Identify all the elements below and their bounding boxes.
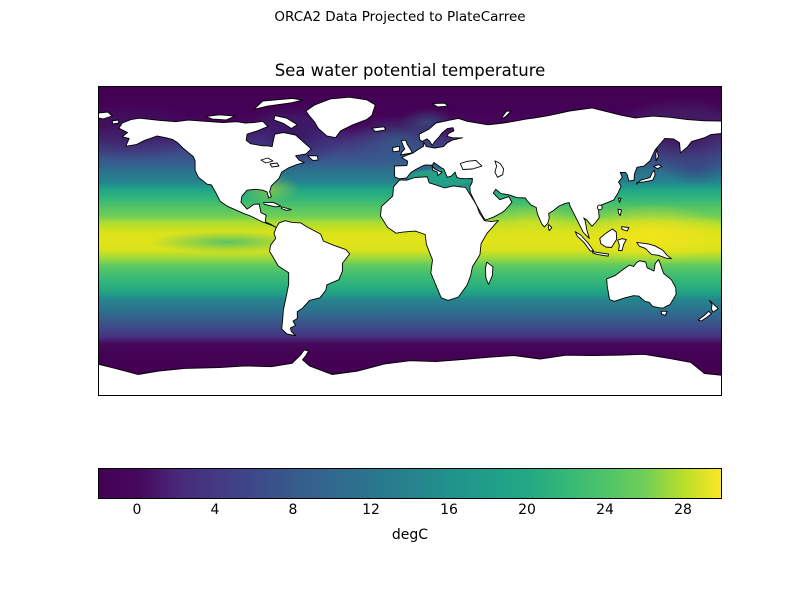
colorbar-tick: 16 — [440, 502, 458, 518]
colorbar-tick: 12 — [362, 502, 380, 518]
map-border — [98, 86, 722, 396]
colorbar-tick: 20 — [518, 502, 536, 518]
colorbar-tick: 28 — [674, 502, 692, 518]
axes-title: Sea water potential temperature — [274, 61, 546, 80]
colorbar-tick: 24 — [596, 502, 614, 518]
colorbar-label: degC — [391, 527, 429, 543]
figure-suptitle: ORCA2 Data Projected to PlateCarree — [274, 9, 526, 25]
world-map-plot — [98, 86, 722, 396]
colorbar-tick: 0 — [132, 502, 142, 518]
land-coastlines — [98, 96, 722, 396]
colorbar-gradient — [98, 468, 722, 499]
colorbar-tick: 4 — [210, 502, 220, 518]
colorbar-tick: 8 — [288, 502, 298, 518]
